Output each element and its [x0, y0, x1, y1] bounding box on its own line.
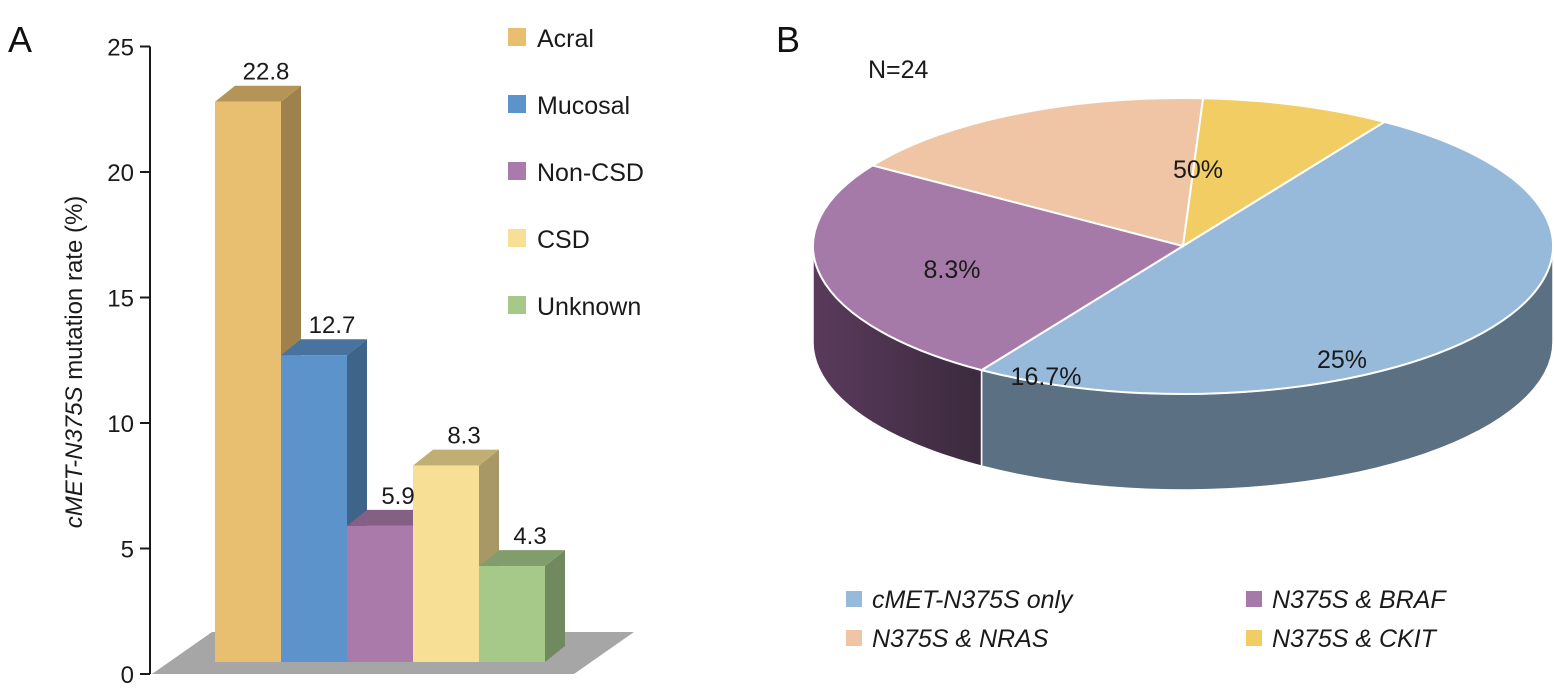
pie-percent-labels: 50% 25% 16.7% 8.3%: [924, 156, 1368, 391]
legend-item-mucosal: Mucosal: [508, 92, 630, 120]
pie-slices: [812, 97, 1554, 395]
bar-unknown: [479, 550, 565, 662]
y-axis: 0 5 10 15 20 25: [107, 35, 151, 689]
pie-slice-n375s-braf: [812, 164, 1186, 372]
pie-slice-n375s-ckit: [1181, 97, 1387, 248]
bar-top-face: [413, 449, 499, 466]
bar-front-face: [479, 566, 545, 662]
pie-legend-label: cMET-N375S only: [872, 586, 1074, 614]
pie-percent-n375s-ckit: 8.3%: [924, 256, 981, 284]
legend-label: CSD: [537, 226, 590, 254]
bar-value-label: 22.8: [243, 59, 290, 86]
legend-item-csd: CSD: [508, 226, 590, 254]
legend-swatch: [508, 229, 526, 247]
y-tick-label: 10: [107, 411, 134, 438]
y-tick-label: 5: [121, 537, 134, 564]
legend-label: Mucosal: [537, 92, 630, 120]
value-labels: 22.8 12.7 5.9 8.3 4.3: [243, 59, 547, 550]
bar-value-label: 8.3: [447, 423, 480, 450]
y-tick-label: 20: [107, 160, 134, 187]
pie-legend-swatch: [1246, 591, 1262, 607]
legend-item-non-csd: Non-CSD: [508, 159, 644, 187]
bar-front-face: [347, 525, 413, 662]
bar-front-face: [413, 465, 479, 662]
pie-percent-cmet-n375s-only: 50%: [1173, 156, 1223, 184]
legend-label: Non-CSD: [537, 159, 644, 187]
panel-b-label: B: [776, 19, 800, 60]
bar-value-label: 5.9: [381, 483, 414, 510]
bar-front-face: [281, 355, 347, 662]
legend-item-acral: Acral: [508, 25, 594, 53]
pie-legend: cMET-N375S only N375S & BRAF N375S & NRAS N…: [846, 586, 1447, 653]
pie-slice-n375s-nras: [870, 97, 1205, 248]
pie-legend-item-cmet-n375s-only: cMET-N375S only: [846, 586, 1074, 614]
legend-label: Unknown: [537, 293, 641, 321]
bar-front-face: [215, 101, 281, 663]
bar-top-face: [281, 339, 367, 356]
bar-top-face: [215, 85, 301, 102]
pie-slice-cmet-n375s-only: [979, 120, 1554, 395]
legend-swatch: [508, 28, 526, 46]
bar-top-face: [347, 509, 433, 526]
y-axis-title: cMET-N375S mutation rate (%): [61, 196, 88, 529]
pie-legend-label: N375S & BRAF: [1272, 586, 1447, 614]
bar-legend: Acral Mucosal Non-CSD CSD Unknown: [508, 25, 644, 321]
pie-percent-n375s-braf: 25%: [1317, 346, 1367, 374]
sample-size-label: N=24: [868, 56, 929, 84]
bar-value-label: 4.3: [513, 523, 546, 550]
panel-a-label: A: [8, 19, 32, 60]
y-tick-label: 0: [121, 662, 134, 689]
pie-legend-swatch: [846, 591, 862, 607]
pie-legend-swatch: [846, 630, 862, 646]
pie-legend-item-n375s-ckit: N375S & CKIT: [1246, 625, 1438, 653]
legend-swatch: [508, 162, 526, 180]
legend-swatch: [508, 296, 526, 314]
panel-a-bar-chart: A 0 5 10 15 20 25 22.8 12.7 5.9 8.3 4.3 Acral Muco…: [8, 19, 644, 689]
pie-percent-n375s-nras: 16.7%: [1011, 363, 1082, 391]
bar-top-face: [479, 550, 565, 567]
y-axis-title-gene: cMET-N375S: [61, 386, 88, 528]
panel-b-pie-chart: B N=24 50% 25% 16.7% 8.3% cMET-N375S only N3…: [776, 19, 1554, 653]
bar-series: [215, 85, 565, 663]
pie-legend-item-n375s-braf: N375S & BRAF: [1246, 586, 1447, 614]
legend-label: Acral: [537, 25, 594, 53]
bar-side-face: [545, 550, 565, 662]
legend-swatch: [508, 95, 526, 113]
pie-legend-label: N375S & NRAS: [872, 625, 1049, 653]
legend-item-unknown: Unknown: [508, 293, 641, 321]
y-axis-title-rest: mutation rate (%): [61, 196, 88, 387]
pie-legend-item-n375s-nras: N375S & NRAS: [846, 625, 1049, 653]
bar-value-label: 12.7: [309, 312, 356, 339]
pie-legend-label: N375S & CKIT: [1272, 625, 1438, 653]
y-tick-label: 15: [107, 286, 134, 313]
y-tick-label: 25: [107, 35, 134, 62]
pie-legend-swatch: [1246, 630, 1262, 646]
